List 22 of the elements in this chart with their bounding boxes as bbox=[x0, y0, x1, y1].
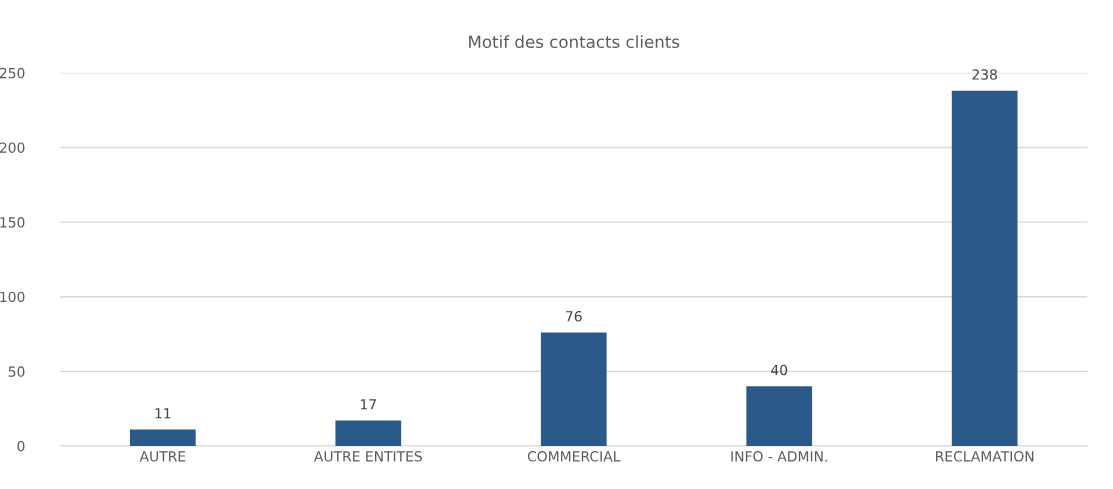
bar bbox=[129, 429, 196, 446]
y-tick-label: 150 bbox=[0, 217, 25, 228]
data-label: 40 bbox=[771, 364, 788, 376]
y-tick-label: 250 bbox=[0, 67, 25, 79]
bar bbox=[540, 332, 607, 446]
y-tick-label: 50 bbox=[8, 366, 25, 377]
y-tick-label: 200 bbox=[0, 142, 25, 153]
y-tick-label: 0 bbox=[17, 440, 25, 452]
x-tick-label: AUTRE ENTITES bbox=[313, 451, 422, 462]
data-label: 17 bbox=[360, 399, 376, 410]
x-tick-label: AUTRE bbox=[139, 451, 186, 462]
x-tick-label: RECLAMATION bbox=[936, 451, 1034, 462]
y-tick-label: 100 bbox=[0, 291, 25, 303]
x-tick-label: INFO - ADMIN. bbox=[731, 451, 827, 462]
data-label: 76 bbox=[566, 311, 582, 322]
bar bbox=[951, 90, 1018, 446]
x-tick-label: COMMERCIAL bbox=[527, 451, 621, 462]
data-label: 238 bbox=[972, 69, 997, 80]
chart-title: Motif des contacts clients bbox=[469, 35, 680, 49]
data-label: 11 bbox=[155, 408, 171, 419]
bar bbox=[746, 386, 813, 446]
bar bbox=[335, 420, 402, 446]
